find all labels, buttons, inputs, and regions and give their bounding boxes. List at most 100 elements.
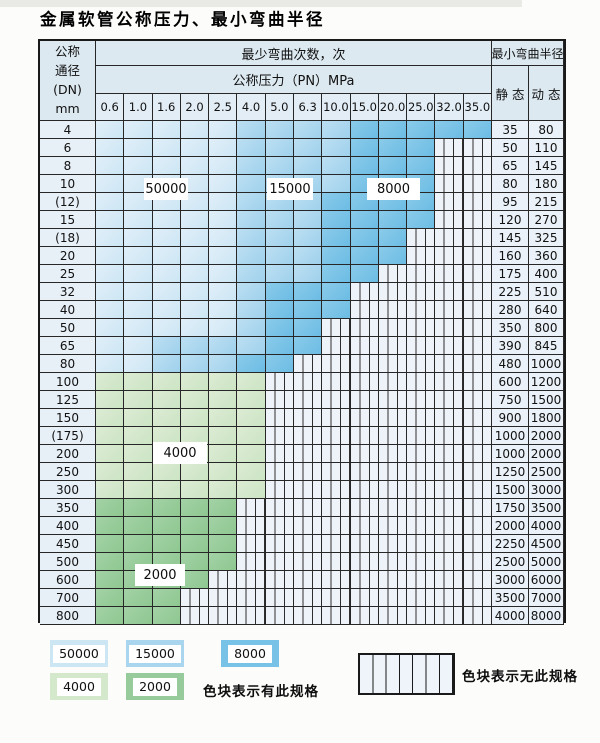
no-spec-cell <box>407 391 436 409</box>
bend-cycle-cell-4000 <box>152 409 181 427</box>
no-spec-cell <box>294 463 323 481</box>
dynamic-radius-cell: 640 <box>529 301 564 319</box>
legend-swatch-50000: 50000 <box>50 640 108 667</box>
no-spec-cell <box>435 265 464 283</box>
bend-cycle-cell-4000 <box>180 373 210 391</box>
no-spec-cell <box>209 607 238 625</box>
bend-cycle-cell-8000 <box>407 121 436 139</box>
bend-cycle-cell-15000 <box>237 121 266 139</box>
no-spec-cell <box>407 463 436 481</box>
static-radius-cell: 225 <box>492 283 529 301</box>
static-radius-cell: 95 <box>492 193 529 211</box>
bend-cycle-cell-4000 <box>124 427 153 445</box>
bend-cycle-cell-50000 <box>209 121 238 139</box>
no-spec-cell <box>350 391 379 409</box>
dynamic-radius-cell: 6000 <box>529 571 564 589</box>
no-spec-cell <box>237 571 266 589</box>
bend-cycle-cell-50000 <box>124 211 153 229</box>
no-spec-cell <box>435 283 464 301</box>
no-spec-cell <box>265 499 294 517</box>
dn-cell: 600 <box>40 571 96 589</box>
static-radius-cell: 900 <box>492 409 529 427</box>
bend-cycle-cell-4000 <box>180 463 210 481</box>
bend-cycle-cell-8000 <box>378 247 408 265</box>
bend-cycle-cell-2000 <box>96 589 125 607</box>
bend-cycle-cell-4000 <box>152 391 181 409</box>
no-spec-cell <box>294 409 323 427</box>
no-spec-cell <box>463 193 492 211</box>
static-radius-cell: 750 <box>492 391 529 409</box>
bend-cycle-cell-15000 <box>294 265 323 283</box>
bend-cycle-cell-2000 <box>180 571 210 589</box>
no-spec-cell <box>407 499 436 517</box>
bend-cycle-cell-50000 <box>209 229 238 247</box>
no-spec-cell <box>237 499 266 517</box>
bend-cycle-cell-50000 <box>180 301 210 319</box>
no-spec-cell <box>322 589 351 607</box>
dn-cell: 32 <box>40 283 96 301</box>
no-spec-cell <box>350 571 379 589</box>
pressure-tick: 32.0 <box>435 94 464 121</box>
bend-cycle-cell-50000 <box>124 139 153 157</box>
bend-cycle-cell-50000 <box>152 139 181 157</box>
bend-cycle-cell-4000 <box>237 481 266 499</box>
bend-cycle-cell-50000 <box>96 193 125 211</box>
no-spec-cell <box>180 607 210 625</box>
bend-cycle-cell-8000 <box>407 139 436 157</box>
no-spec-cell <box>237 589 266 607</box>
bend-cycle-cell-4000 <box>96 445 125 463</box>
dynamic-radius-cell: 215 <box>529 193 564 211</box>
no-spec-cell <box>463 211 492 229</box>
dn-cell: 80 <box>40 355 96 373</box>
no-spec-cell <box>265 607 294 625</box>
static-radius-cell: 4000 <box>492 607 529 625</box>
no-spec-cell <box>265 427 294 445</box>
no-spec-cell <box>180 589 210 607</box>
static-radius-cell: 175 <box>492 265 529 283</box>
bend-cycle-cell-2000 <box>124 607 153 625</box>
dynamic-radius-cell: 1500 <box>529 391 564 409</box>
bend-cycle-cell-4000 <box>96 481 125 499</box>
no-spec-cell <box>322 373 351 391</box>
bend-cycle-cell-15000 <box>152 337 181 355</box>
bend-cycle-cell-15000 <box>237 301 266 319</box>
no-spec-cell <box>378 481 408 499</box>
bend-cycle-cell-8000 <box>378 229 408 247</box>
bend-cycle-cell-8000 <box>378 211 408 229</box>
static-radius-cell: 2250 <box>492 535 529 553</box>
bend-cycle-cell-4000 <box>96 427 125 445</box>
legend-swatch-label: 2000 <box>133 677 177 696</box>
no-spec-cell <box>350 553 379 571</box>
static-radius-cell: 160 <box>492 247 529 265</box>
dn-cell: 10 <box>40 175 96 193</box>
bend-cycle-cell-50000 <box>152 283 181 301</box>
bend-cycle-cell-4000 <box>180 391 210 409</box>
corner-header: 公称 通径 (DN) mm <box>40 41 96 121</box>
no-spec-cell <box>463 265 492 283</box>
no-spec-cell <box>463 229 492 247</box>
bend-cycle-cell-2000 <box>96 499 125 517</box>
no-spec-cell <box>265 463 294 481</box>
bend-cycle-cell-15000 <box>265 157 294 175</box>
no-spec-cell <box>294 553 323 571</box>
bend-cycle-cell-8000 <box>294 283 323 301</box>
bend-cycle-cell-15000 <box>237 157 266 175</box>
no-spec-cell <box>350 499 379 517</box>
bend-cycle-cell-15000 <box>180 355 210 373</box>
no-spec-cell <box>435 373 464 391</box>
dynamic-radius-cell: 4000 <box>529 517 564 535</box>
no-spec-cell <box>435 139 464 157</box>
dynamic-radius-cell: 2000 <box>529 427 564 445</box>
legend-swatch-15000: 15000 <box>126 640 184 667</box>
bend-cycle-cell-8000 <box>265 337 294 355</box>
bend-cycle-cell-4000 <box>96 391 125 409</box>
bend-cycle-cell-8000 <box>350 229 379 247</box>
bend-cycle-cell-50000 <box>124 157 153 175</box>
bend-cycle-cell-4000 <box>209 427 238 445</box>
bend-cycle-cell-4000 <box>209 373 238 391</box>
overlay-label-15000: 15000 <box>267 178 313 200</box>
no-spec-cell <box>378 283 408 301</box>
pressure-tick: 1.0 <box>124 94 153 121</box>
no-spec-cell <box>294 355 323 373</box>
no-spec-cell <box>463 481 492 499</box>
